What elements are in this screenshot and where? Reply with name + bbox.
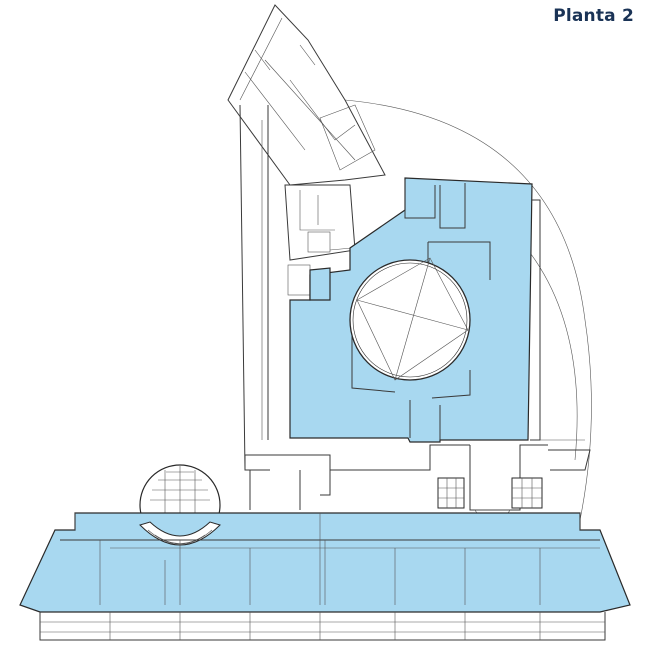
diagonal-wing <box>227 4 386 186</box>
auditorium-seating <box>139 521 221 546</box>
outer-curved-wall <box>344 99 592 521</box>
bottom-service-strip <box>39 612 606 641</box>
right-flank <box>530 199 591 471</box>
floor-title: Planta 2 <box>553 6 634 26</box>
circular-atrium <box>349 257 471 381</box>
left-corridor <box>239 104 270 471</box>
lower-wing-partitions <box>60 513 600 605</box>
connector-block <box>244 444 548 519</box>
main-zone-small-pocket <box>309 267 331 301</box>
